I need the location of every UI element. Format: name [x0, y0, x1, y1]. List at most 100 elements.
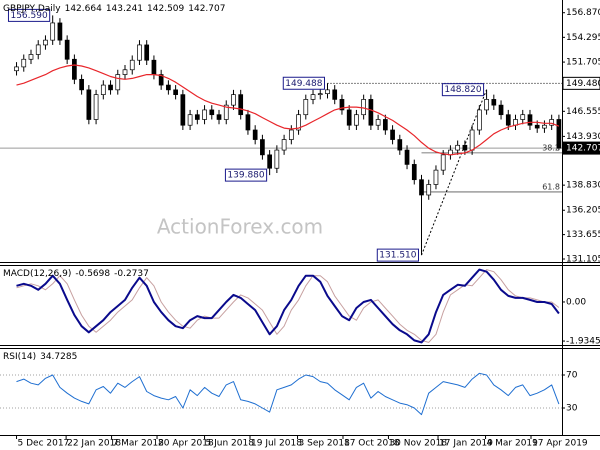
candle-body: [209, 109, 215, 116]
candle-body: [498, 104, 504, 116]
y-tick-label: 156.870: [566, 8, 600, 18]
candle-body: [180, 94, 186, 126]
candle-body: [122, 69, 128, 75]
candle-body: [505, 114, 511, 126]
indicator-line: [16, 268, 560, 344]
moving-average: [16, 64, 560, 156]
candle-body: [462, 144, 468, 151]
candle-body: [375, 119, 381, 126]
candle-body: [455, 144, 461, 151]
candle-body: [86, 89, 92, 120]
trendline: [421, 89, 488, 256]
annotation-label: 156.590: [10, 11, 47, 21]
candle-body: [216, 114, 222, 120]
y-tick-label: 151.705: [566, 58, 600, 68]
candle-body: [223, 104, 229, 120]
level-label: 149.480: [566, 79, 600, 89]
fib-label: 38.2: [542, 143, 560, 152]
candle-body: [361, 99, 366, 116]
x-tick-label: 4 Mar 2019: [487, 439, 539, 449]
annotation-label: 139.880: [227, 171, 264, 181]
y-tick-label: 143.930: [566, 132, 600, 142]
x-tick-label: 5 Dec 2017: [18, 439, 70, 449]
x-tick-label: 7 Mar 2018: [113, 439, 165, 449]
candle-body: [339, 99, 345, 111]
candle-body: [238, 94, 244, 116]
annotation-box: [282, 76, 325, 90]
y-tick-label: 146.555: [566, 107, 600, 117]
candle-body: [267, 154, 272, 169]
candle-body: [404, 149, 410, 165]
x-tick-label: 5 Jun 2018: [206, 439, 255, 449]
candle-body: [397, 139, 403, 151]
indicator-line: [16, 269, 560, 343]
candle-body: [158, 74, 164, 86]
candle-body: [325, 89, 330, 95]
candle-body: [433, 169, 439, 185]
candle-body: [260, 139, 265, 156]
x-tick-label: 17 Jan 2019: [439, 439, 493, 449]
candle-body: [469, 129, 475, 151]
candle-body: [310, 94, 316, 100]
header-text: -0.2737: [114, 269, 149, 279]
annotation-label: 148.820: [444, 85, 481, 95]
candle-body: [317, 93, 323, 96]
candle-body: [303, 99, 309, 116]
candle-body: [332, 89, 338, 100]
annotation-box: [224, 168, 268, 182]
candle-body: [382, 119, 388, 131]
candle-body: [542, 124, 547, 129]
candle-body: [93, 94, 99, 120]
candle-body: [245, 114, 251, 131]
y-tick-label: 0.00: [566, 297, 586, 307]
candle-body: [79, 78, 84, 91]
candle-body: [411, 164, 417, 181]
y-tick-label: 136.205: [566, 206, 600, 216]
candle-body: [21, 58, 27, 68]
header-text: GBPJPY,Daily: [3, 4, 61, 14]
candle-body: [166, 84, 171, 91]
x-tick-label: 17 Oct 2018: [344, 439, 400, 449]
level-box: [562, 141, 600, 155]
candle-body: [477, 109, 482, 131]
x-tick-label: 19 Jul 2018: [251, 439, 302, 449]
candle-body: [281, 139, 287, 151]
candle-body: [288, 129, 294, 140]
header-text: -0.5698: [75, 269, 110, 279]
x-tick-label: 22 Jan 2018: [67, 439, 121, 449]
candle-body: [231, 94, 236, 106]
candle-body: [35, 44, 41, 55]
candle-body: [534, 124, 540, 129]
annotation-label: 149.488: [285, 79, 322, 89]
header-text: RSI(14): [3, 352, 36, 362]
y-tick-label: 138.830: [566, 181, 600, 191]
candle-body: [549, 119, 555, 126]
annotation-box: [7, 8, 51, 22]
annotation-box: [376, 248, 419, 262]
candle-body: [390, 129, 395, 140]
y-tick-label: 133.655: [566, 230, 600, 240]
y-tick-label: 154.295: [566, 33, 600, 43]
indicator-line: [16, 372, 560, 416]
header-text: 142.664: [65, 4, 102, 14]
x-tick-label: 3 Sep 2018: [299, 439, 351, 449]
candle-body: [527, 114, 533, 126]
candle-body: [129, 59, 135, 71]
annotation-box: [441, 83, 485, 97]
candle-body: [151, 59, 157, 75]
y-tick-label: 30: [566, 404, 578, 414]
panel-header: GBPJPY,Daily 142.664 143.241 142.509 142.707: [3, 4, 225, 14]
fib-label: 61.8: [542, 182, 560, 191]
annotation-label: 131.510: [379, 251, 416, 261]
candle-body: [100, 84, 106, 95]
panel-header: MACD(12,26,9) -0.5698 -0.2737: [3, 269, 149, 279]
header-text: 142.509: [147, 4, 184, 14]
candle-body: [252, 129, 258, 140]
candle-body: [57, 22, 63, 41]
candle-body: [426, 184, 432, 196]
header-text: 143.241: [106, 4, 143, 14]
candle-body: [368, 99, 374, 126]
candle-body: [72, 58, 77, 80]
candle-body: [115, 74, 121, 91]
candle-body: [274, 149, 280, 169]
